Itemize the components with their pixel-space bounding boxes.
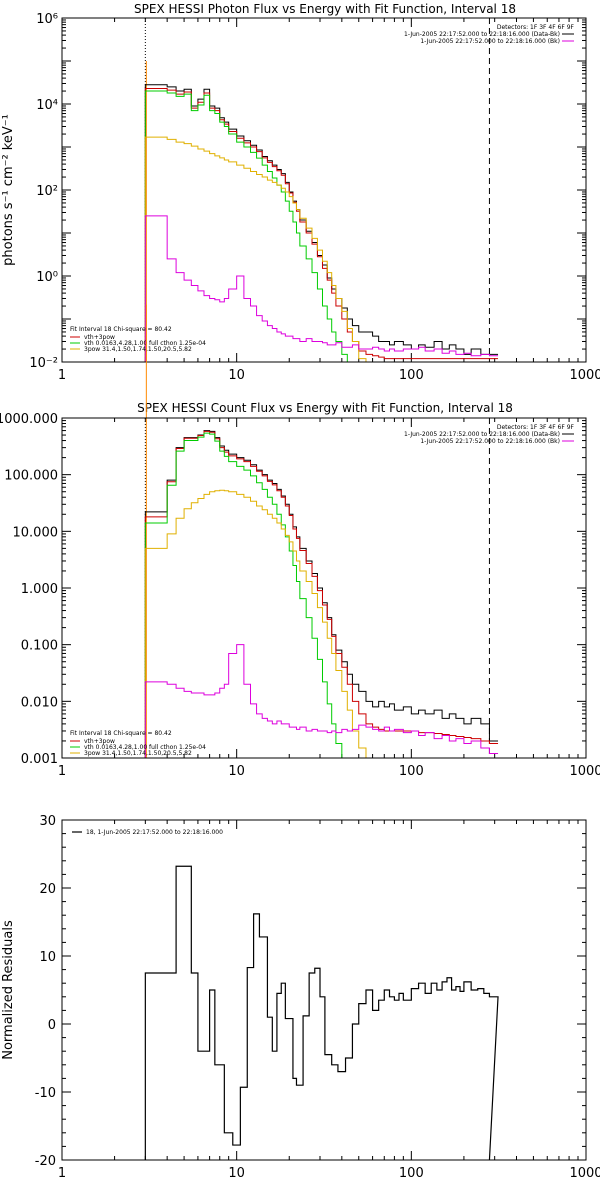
detectors-label: Detectors: 1F 3F 4F 6F 9F [497, 24, 575, 31]
vth-series-line [144, 90, 366, 363]
x-tick-label: 1000 [569, 764, 600, 779]
y-tick-label: 100.000 [4, 469, 58, 484]
y-tick-label: 10⁻² [29, 356, 58, 371]
y-tick-label: 10⁶ [36, 12, 58, 27]
x-tick-label: 1000 [569, 368, 600, 383]
total-series-line [144, 84, 499, 362]
vth-3pow-label: vth+3pow [84, 738, 115, 745]
detectors-label: Detectors: 1F 3F 4F 6F 9F [497, 424, 575, 431]
photon-flux-panel: SPEX HESSI Photon Flux vs Energy with Fi… [1, 2, 600, 383]
photon-flux-y-label: photons s⁻¹ cm⁻² keV⁻¹ [1, 114, 16, 266]
vth-3pow-label: vth+3pow [84, 334, 115, 341]
y-tick-label: -10 [35, 1086, 56, 1101]
x-tick-label: 1000 [569, 1166, 600, 1181]
pow-series-line [144, 136, 373, 363]
photon-flux-plot-area: 1 10 100 1000 10⁻² 10⁰ 10² 10⁴ 10⁶ [29, 12, 600, 383]
3pow-label: 3pow 31.4,1.50,1.74,1.50,20.5,5.82 [84, 750, 192, 757]
sum-series-line [144, 430, 499, 758]
bk-label: 1-Jun-2005 22:17:52.000 to 22:18:16.000 … [420, 38, 560, 45]
fit-interval-label: Fit Interval 18 Chi-square = 80.42 [70, 326, 172, 333]
count-flux-legend-right: Detectors: 1F 3F 4F 6F 9F 1-Jun-2005 22:… [404, 424, 575, 445]
residuals-panel: Normalized Residuals 1 10 100 1000 -20 -10 0 10… [1, 814, 600, 1181]
photon-flux-frame [61, 17, 587, 363]
x-tick-label: 100 [399, 1166, 424, 1181]
y-tick-label: 10 [39, 950, 56, 965]
bkg-series-line [144, 215, 499, 362]
residuals-plot-area: 1 10 100 1000 -20 -10 0 10 20 30 [35, 814, 600, 1181]
y-tick-label: 1.000 [21, 582, 58, 597]
x-tick-label: 1 [58, 1166, 66, 1181]
y-tick-label: 0 [48, 1018, 56, 1033]
3pow-label: 3pow 31.4,1.50,1.74,1.50,20.5,5.82 [84, 346, 192, 353]
vth-label: vth 0.0163,4.28,1.00 full cthon 1.25e-04 [84, 340, 206, 347]
x-tick-label: 1 [58, 764, 66, 779]
vth-series-line [144, 432, 353, 759]
y-tick-label: 10.000 [13, 525, 59, 540]
x-tick-label: 10 [228, 764, 245, 779]
total-series-line [144, 430, 499, 758]
count-flux-panel: SPEX HESSI Count Flux vs Energy with Fit… [0, 304, 600, 779]
sum-series-line [144, 87, 499, 362]
residuals-series-line [144, 865, 499, 1161]
residuals-y-label: Normalized Residuals [1, 920, 16, 1060]
count-flux-title: SPEX HESSI Count Flux vs Energy with Fit… [137, 401, 513, 415]
vth-label: vth 0.0163,4.28,1.00 full cthon 1.25e-04 [84, 744, 206, 751]
count-flux-frame [61, 417, 587, 759]
x-tick-label: 100 [399, 368, 424, 383]
x-tick-label: 1 [58, 368, 66, 383]
y-tick-label: 30 [39, 814, 56, 829]
x-tick-label: 100 [399, 764, 424, 779]
bkg-series-line [144, 644, 499, 758]
y-tick-label: 1000.000 [0, 412, 58, 427]
x-tick-label: 10 [228, 368, 245, 383]
bk-label: 1-Jun-2005 22:17:52.000 to 22:18:16.000 … [420, 438, 560, 445]
y-tick-label: 20 [39, 882, 56, 897]
y-tick-label: 10² [36, 184, 58, 199]
y-tick-label: 0.100 [21, 639, 58, 654]
photon-flux-title: SPEX HESSI Photon Flux vs Energy with Fi… [134, 2, 516, 16]
x-tick-label: 10 [228, 1166, 245, 1181]
count-flux-legend-left: Fit Interval 18 Chi-square = 80.42 vth+3… [70, 730, 206, 757]
residuals-legend-label: 18, 1-Jun-2005 22:17:52.000 to 22:18:16.… [86, 829, 223, 836]
residuals-frame [61, 819, 587, 1161]
y-tick-label: 10⁴ [36, 98, 58, 113]
y-tick-label: 10⁰ [36, 270, 58, 285]
photon-flux-legend-left: Fit Interval 18 Chi-square = 80.42 vth+3… [70, 326, 206, 353]
pow-series-line [144, 489, 373, 759]
data-minus-bk-label: 1-Jun-2005 22:17:52.000 to 22:18:16.000 … [404, 431, 560, 438]
count-flux-plot-area: 1 10 100 1000 0.001 0.010 0.100 1.000 10.000 100.… [0, 304, 600, 779]
fit-interval-label: Fit Interval 18 Chi-square = 80.42 [70, 730, 172, 737]
photon-flux-legend-right: Detectors: 1F 3F 4F 6F 9F 1-Jun-2005 22:… [404, 24, 575, 45]
y-tick-label: 0.001 [21, 752, 58, 767]
data-minus-bk-label: 1-Jun-2005 22:17:52.000 to 22:18:16.000 … [404, 31, 560, 38]
y-tick-label: -20 [35, 1154, 56, 1169]
y-tick-label: 0.010 [21, 695, 58, 710]
